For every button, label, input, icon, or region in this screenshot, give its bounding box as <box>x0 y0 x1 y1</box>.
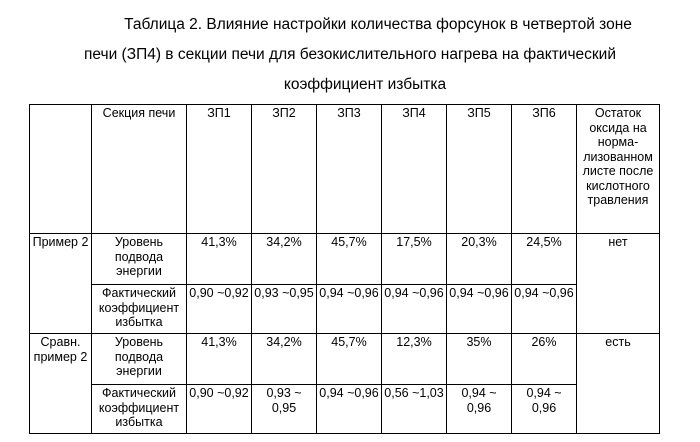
coef-cell: 0,94 ~0,96 <box>512 285 577 334</box>
header-section: Секция печи <box>92 105 187 234</box>
energy-cell: 34,2% <box>252 234 317 285</box>
coef-cell: 0,94 ~ 0,96 <box>447 385 512 434</box>
energy-cell: 45,7% <box>317 234 382 285</box>
header-zone-2: ЗП2 <box>252 105 317 234</box>
energy-cell: 20,3% <box>447 234 512 285</box>
comparative-energy-row: Сравн. пример 2 Уровень подвода энергии … <box>30 334 660 385</box>
header-zone-3: ЗП3 <box>317 105 382 234</box>
coef-label: Фактический коэффициент избытка <box>92 385 187 434</box>
caption-line-2: печи (ЗП4) в секции печи для безокислите… <box>0 40 700 70</box>
example-coef-row: Фактический коэффициент избытка 0,90 ~0,… <box>30 285 660 334</box>
table-caption: Таблица 2. Влияние настройки количества … <box>0 10 700 100</box>
header-zone-6: ЗП6 <box>512 105 577 234</box>
data-table: Секция печи ЗП1 ЗП2 ЗП3 ЗП4 ЗП5 ЗП6 Оста… <box>29 104 660 434</box>
energy-label: Уровень подвода энергии <box>92 234 187 285</box>
coef-cell: 0,93 ~ 0,95 <box>252 385 317 434</box>
coef-cell: 0,94 ~0,96 <box>382 285 447 334</box>
energy-cell: 17,5% <box>382 234 447 285</box>
energy-cell: 41,3% <box>187 234 252 285</box>
coef-cell: 0,93 ~0,95 <box>252 285 317 334</box>
coef-cell: 0,94 ~0,96 <box>447 285 512 334</box>
comparative-coef-row: Фактический коэффициент избытка 0,90 ~0,… <box>30 385 660 434</box>
header-zone-4: ЗП4 <box>382 105 447 234</box>
coef-label: Фактический коэффициент избытка <box>92 285 187 334</box>
energy-cell: 26% <box>512 334 577 385</box>
energy-cell: 45,7% <box>317 334 382 385</box>
coef-cell: 0,90 ~0,92 <box>187 285 252 334</box>
caption-line-1: Таблица 2. Влияние настройки количества … <box>0 10 700 40</box>
coef-cell: 0,94 ~0,96 <box>317 385 382 434</box>
energy-cell: 34,2% <box>252 334 317 385</box>
header-blank-cell <box>30 105 92 234</box>
header-oxide: Остаток оксида на норма-лизованном листе… <box>577 105 660 234</box>
coef-cell: 0,90 ~0,92 <box>187 385 252 434</box>
energy-label: Уровень подвода энергии <box>92 334 187 385</box>
header-zone-5: ЗП5 <box>447 105 512 234</box>
comparative-name: Сравн. пример 2 <box>30 334 92 434</box>
energy-cell: 12,3% <box>382 334 447 385</box>
energy-cell: 24,5% <box>512 234 577 285</box>
header-zone-1: ЗП1 <box>187 105 252 234</box>
example-energy-row: Пример 2 Уровень подвода энергии 41,3% 3… <box>30 234 660 285</box>
oxide-cell: есть <box>577 334 660 434</box>
energy-cell: 35% <box>447 334 512 385</box>
coef-cell: 0,94 ~ 0,96 <box>512 385 577 434</box>
header-row: Секция печи ЗП1 ЗП2 ЗП3 ЗП4 ЗП5 ЗП6 Оста… <box>30 105 660 234</box>
coef-cell: 0,56 ~1,03 <box>382 385 447 434</box>
oxide-cell: нет <box>577 234 660 334</box>
coef-cell: 0,94 ~0,96 <box>317 285 382 334</box>
energy-cell: 41,3% <box>187 334 252 385</box>
caption-line-3: коэффициент избытка <box>0 70 700 100</box>
example-name: Пример 2 <box>30 234 92 334</box>
